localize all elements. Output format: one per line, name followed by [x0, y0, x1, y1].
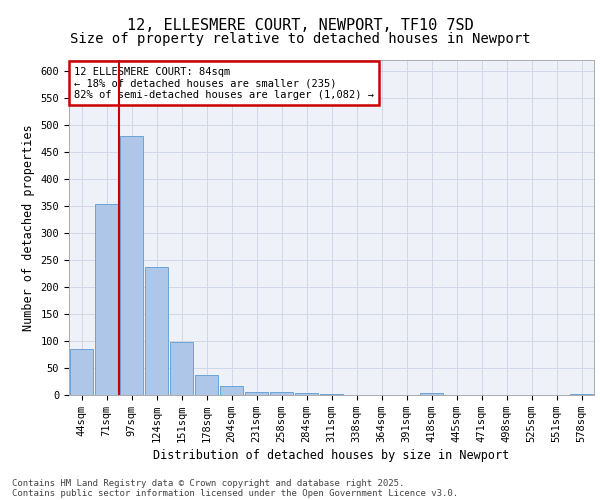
Bar [145, 267, 168, 395]
Y-axis label: Number of detached properties: Number of detached properties [22, 124, 35, 331]
Bar [70, 349, 93, 395]
Text: Size of property relative to detached houses in Newport: Size of property relative to detached ho… [70, 32, 530, 46]
Bar [320, 394, 343, 395]
Text: Contains public sector information licensed under the Open Government Licence v3: Contains public sector information licen… [12, 488, 458, 498]
Bar [295, 393, 318, 395]
Bar [170, 342, 193, 395]
Bar [570, 394, 593, 395]
Bar [195, 375, 218, 395]
Bar [120, 136, 143, 395]
Text: Contains HM Land Registry data © Crown copyright and database right 2025.: Contains HM Land Registry data © Crown c… [12, 478, 404, 488]
X-axis label: Distribution of detached houses by size in Newport: Distribution of detached houses by size … [154, 449, 509, 462]
Bar [220, 386, 243, 395]
Bar [420, 393, 443, 395]
Bar [245, 392, 268, 395]
Bar [95, 204, 118, 395]
Text: 12, ELLESMERE COURT, NEWPORT, TF10 7SD: 12, ELLESMERE COURT, NEWPORT, TF10 7SD [127, 18, 473, 32]
Text: 12 ELLESMERE COURT: 84sqm
← 18% of detached houses are smaller (235)
82% of semi: 12 ELLESMERE COURT: 84sqm ← 18% of detac… [74, 66, 374, 100]
Bar [270, 392, 293, 395]
